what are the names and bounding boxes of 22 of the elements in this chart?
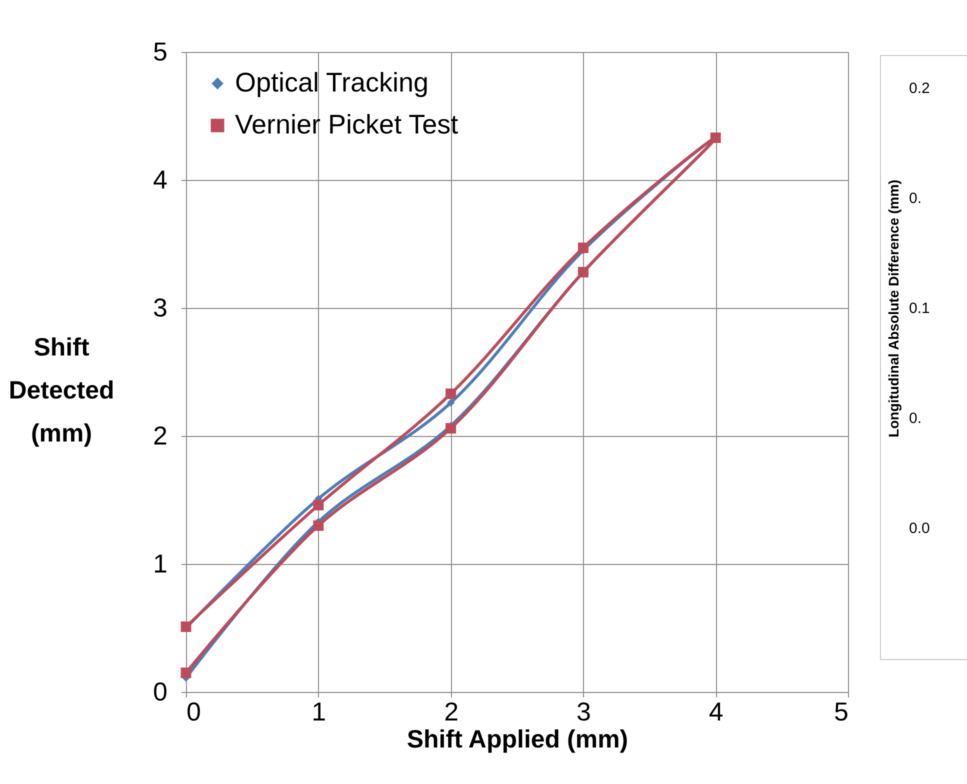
- y-tick-label: 3: [153, 292, 168, 322]
- legend-label: Vernier Picket Test: [235, 110, 459, 140]
- text: 0.: [909, 190, 922, 207]
- y-tick-label: 0: [153, 676, 168, 706]
- x-tick-label: 5: [834, 696, 848, 726]
- x-tick-label: 1: [312, 696, 326, 726]
- text: 0.0: [909, 520, 930, 537]
- x-tick-label: 2: [444, 696, 459, 726]
- y-tick-label: 1: [153, 548, 168, 578]
- x-tick-label: 3: [576, 696, 591, 726]
- legend-label: Optical Tracking: [235, 68, 429, 98]
- text: 0.: [909, 410, 922, 427]
- x-tick-label: 0: [186, 696, 201, 726]
- y-tick-label: 5: [153, 36, 168, 66]
- y-tick-label: 2: [153, 420, 168, 450]
- x-tick-label: 4: [708, 696, 724, 726]
- x-axis-title: Shift Applied (mm): [406, 726, 628, 754]
- text: Longitudinal Absolute Difference (mm): [886, 180, 902, 438]
- y-axis-title: Shift Detected (mm): [8, 334, 114, 448]
- y-tick-label: 4: [153, 164, 168, 194]
- text: 0.1: [909, 300, 930, 317]
- text: 0.2: [909, 80, 930, 97]
